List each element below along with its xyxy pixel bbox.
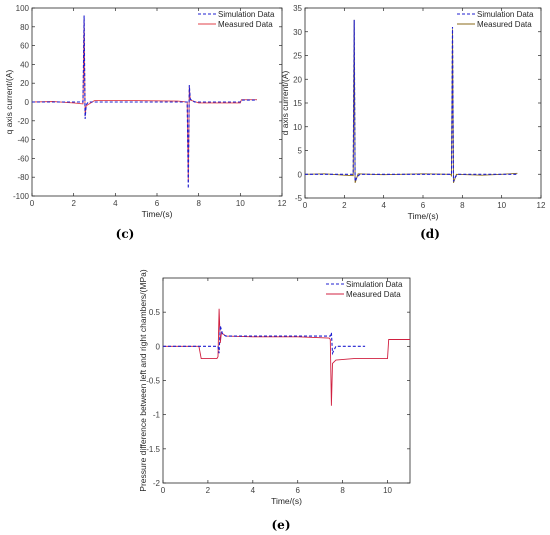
y-tick-label: 0: [298, 170, 303, 179]
y-tick-label: 100: [16, 4, 30, 13]
y-tick-label: 35: [293, 4, 302, 13]
y-tick-label: 10: [293, 123, 302, 132]
y-tick-label: 30: [293, 28, 302, 37]
y-tick-label: 5: [298, 147, 303, 156]
x-tick-label: 0: [161, 486, 166, 495]
y-tick-label: 15: [293, 99, 302, 108]
x-tick-label: 8: [340, 486, 345, 495]
x-tick-label: 10: [383, 486, 392, 495]
x-tick-label: 10: [236, 199, 245, 208]
y-tick-label: -80: [17, 173, 29, 182]
legend-label: Measured Data: [218, 20, 273, 29]
y-tick-label: 25: [293, 52, 302, 61]
panel-label: (d): [420, 227, 440, 241]
y-tick-label: -2: [153, 479, 161, 488]
x-axis-label: Time/(s): [142, 209, 173, 219]
plot-area: [162, 277, 411, 484]
x-tick-label: 4: [113, 199, 118, 208]
legend-label: Simulation Data: [477, 10, 534, 19]
y-axis-label: Pressure difference between left and rig…: [138, 269, 148, 492]
y-tick-label: -20: [17, 117, 29, 126]
y-tick-label: -40: [17, 136, 29, 145]
x-tick-label: 0: [30, 199, 35, 208]
series-line-simulation: [32, 15, 257, 189]
y-tick-label: 20: [20, 79, 29, 88]
x-tick-label: 10: [497, 201, 506, 210]
y-tick-label: 0: [156, 342, 161, 351]
y-tick-label: 80: [20, 23, 29, 32]
y-axis-label: d axis current/(A): [280, 70, 290, 135]
x-tick-label: 2: [342, 201, 347, 210]
y-tick-label: -100: [13, 192, 30, 201]
y-tick-label: 0.5: [149, 308, 161, 317]
x-tick-label: 8: [460, 201, 465, 210]
legend-label: Simulation Data: [218, 10, 275, 19]
plot-area: [304, 7, 542, 199]
y-tick-label: -5: [295, 194, 303, 203]
y-tick-label: -1.5: [146, 445, 160, 454]
legend-label: Measured Data: [346, 290, 401, 299]
x-tick-label: 8: [196, 199, 201, 208]
x-tick-label: 0: [303, 201, 308, 210]
x-axis-label: Time/(s): [271, 496, 302, 506]
legend-label: Simulation Data: [346, 280, 403, 289]
x-tick-label: 2: [71, 199, 76, 208]
series-line-measured: [163, 308, 410, 406]
series-line-measured: [32, 19, 257, 182]
chart-panel-3: 0 2 4 6 8 10 -2 -1.5 -1 -0.5 0 0.5 Simulation DataMe…: [138, 269, 411, 532]
y-tick-label: 0: [25, 98, 30, 107]
y-tick-label: 20: [293, 75, 302, 84]
y-axis-label: q axis current/(A): [4, 69, 14, 134]
chart-panel-1: 0 2 4 6 8 10 12 -100 -80 -60 -40 -20 0 20 40 60 80 100 Sim…: [4, 4, 287, 241]
x-axis-label: Time/(s): [408, 211, 439, 221]
x-tick-label: 4: [381, 201, 386, 210]
series-line-simulation: [163, 325, 366, 356]
panel-label: (c): [116, 227, 135, 241]
x-tick-label: 2: [206, 486, 211, 495]
panel-label: (e): [272, 518, 291, 532]
y-tick-label: -1: [153, 411, 161, 420]
x-tick-label: 4: [251, 486, 256, 495]
y-tick-label: -0.5: [146, 377, 160, 386]
x-tick-label: 12: [537, 201, 546, 210]
x-tick-label: 6: [296, 486, 301, 495]
x-tick-label: 12: [278, 199, 287, 208]
legend-label: Measured Data: [477, 20, 532, 29]
x-tick-label: 6: [155, 199, 160, 208]
y-tick-label: 60: [20, 42, 29, 51]
series-line-simulation: [305, 19, 518, 182]
x-tick-label: 6: [421, 201, 426, 210]
y-tick-label: 40: [20, 60, 29, 69]
y-tick-label: -60: [17, 154, 29, 163]
